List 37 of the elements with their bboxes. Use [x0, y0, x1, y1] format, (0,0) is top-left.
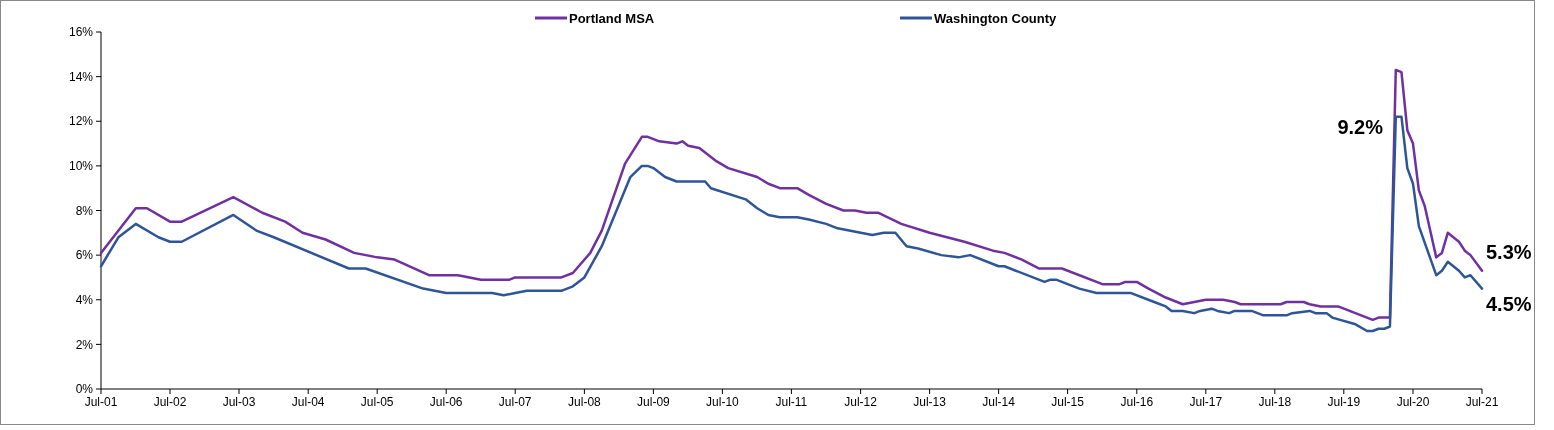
- annotation: 9.2%: [1337, 115, 1384, 138]
- y-tick-label: 16%: [68, 25, 94, 40]
- line-series: [99, 68, 1484, 322]
- line-series: [99, 115, 1484, 333]
- x-tick-label: Jul-02: [153, 395, 187, 409]
- y-tick-label: 14%: [68, 69, 94, 84]
- x-tick-label: Jul-14: [982, 395, 1016, 409]
- annotation: 4.5%: [1486, 292, 1532, 315]
- x-tick-label: Jul-06: [429, 395, 463, 409]
- y-tick-label: 10%: [68, 159, 94, 174]
- x-tick-label: Jul-03: [222, 395, 256, 409]
- y-tick-label: 8%: [75, 203, 94, 218]
- y-tick-label: 0%: [75, 382, 94, 397]
- x-tick-label: Jul-15: [1051, 395, 1085, 409]
- x-tick-label: Jul-16: [1120, 395, 1154, 409]
- y-tick-label: 12%: [68, 114, 94, 129]
- x-tick-label: Jul-04: [291, 395, 325, 409]
- x-tick-label: Jul-08: [568, 395, 602, 409]
- x-tick-label: Jul-01: [84, 395, 118, 409]
- legend-label: Washington County: [934, 11, 1058, 26]
- x-tick-label: Jul-07: [498, 395, 532, 409]
- x-tick-label: Jul-20: [1396, 395, 1430, 409]
- legend-label: Portland MSA: [569, 11, 655, 26]
- x-tick-label: Jul-13: [913, 395, 947, 409]
- y-tick-label: 2%: [75, 337, 94, 352]
- y-tick-label: 4%: [75, 292, 94, 307]
- y-tick-label: 6%: [75, 248, 94, 263]
- x-tick-label: Jul-19: [1327, 395, 1361, 409]
- annotation: 5.3%: [1486, 240, 1532, 263]
- x-tick-label: Jul-17: [1189, 395, 1223, 409]
- x-tick-label: Jul-09: [637, 395, 671, 409]
- x-tick-label: Jul-21: [1465, 395, 1499, 409]
- x-tick-label: Jul-18: [1258, 395, 1292, 409]
- x-tick-label: Jul-11: [775, 395, 808, 409]
- x-tick-label: Jul-12: [844, 395, 878, 409]
- x-tick-label: Jul-05: [360, 395, 394, 409]
- x-tick-label: Jul-10: [706, 395, 740, 409]
